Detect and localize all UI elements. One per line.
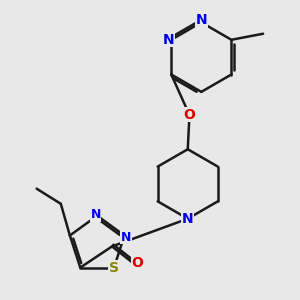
- Text: O: O: [132, 256, 144, 270]
- Text: N: N: [121, 230, 131, 244]
- Text: N: N: [91, 208, 101, 221]
- Text: N: N: [182, 212, 194, 226]
- Text: S: S: [109, 261, 119, 274]
- Text: N: N: [162, 33, 174, 47]
- Text: N: N: [196, 13, 207, 27]
- Text: O: O: [183, 107, 195, 122]
